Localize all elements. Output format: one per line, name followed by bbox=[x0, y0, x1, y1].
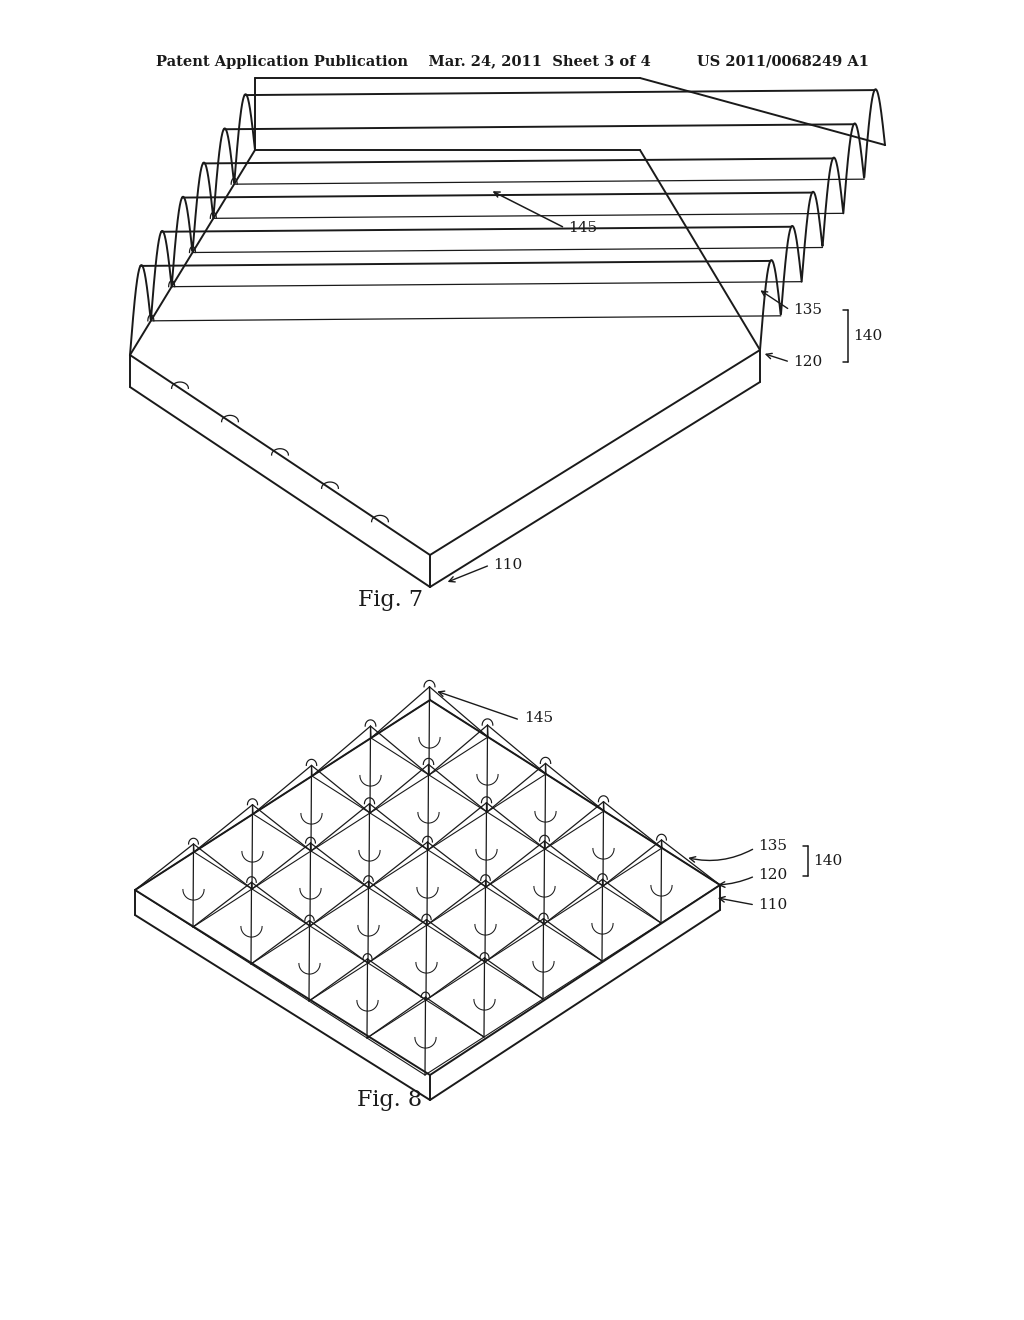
Text: 140: 140 bbox=[853, 329, 883, 343]
Text: 110: 110 bbox=[758, 898, 787, 912]
Text: Patent Application Publication    Mar. 24, 2011  Sheet 3 of 4         US 2011/00: Patent Application Publication Mar. 24, … bbox=[156, 55, 868, 69]
Text: 145: 145 bbox=[568, 220, 597, 235]
Text: 145: 145 bbox=[524, 711, 553, 725]
Text: 120: 120 bbox=[793, 355, 822, 370]
Text: 135: 135 bbox=[758, 840, 787, 853]
Text: 135: 135 bbox=[793, 304, 822, 317]
Text: 140: 140 bbox=[813, 854, 843, 869]
Text: 110: 110 bbox=[493, 558, 522, 572]
Text: 120: 120 bbox=[758, 869, 787, 882]
Text: Fig. 8: Fig. 8 bbox=[357, 1089, 423, 1111]
Text: Fig. 7: Fig. 7 bbox=[357, 589, 423, 611]
